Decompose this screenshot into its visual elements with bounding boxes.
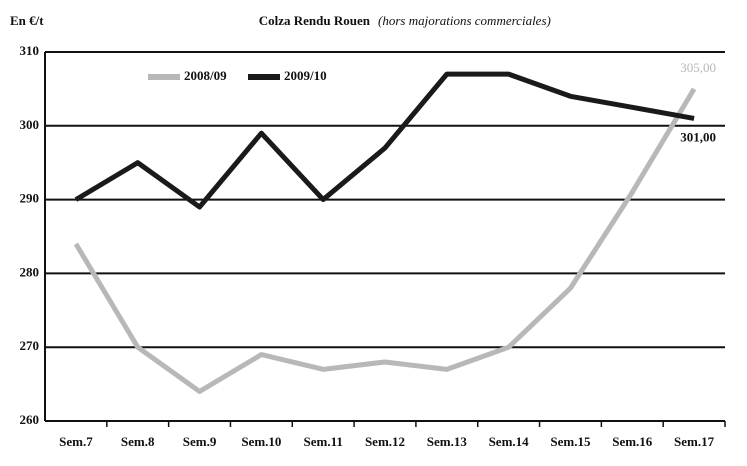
x-tick-label: Sem.11 (303, 434, 342, 449)
y-tick-label: 300 (20, 117, 40, 132)
y-axis-label: En €/t (10, 13, 44, 28)
y-tick-label: 290 (20, 191, 40, 206)
legend-label: 2009/10 (284, 68, 327, 83)
x-tick-label: Sem.17 (674, 434, 715, 449)
x-tick-label: Sem.8 (121, 434, 155, 449)
series-line (74, 71, 695, 210)
x-tick-label: Sem.15 (550, 434, 591, 449)
x-tick-label: Sem.9 (183, 434, 217, 449)
y-tick-label: 270 (20, 338, 40, 353)
data-label: 301,00 (680, 129, 716, 144)
data-label: 305,00 (680, 60, 716, 75)
y-tick-label: 260 (20, 412, 40, 427)
x-tick-label: Sem.7 (59, 434, 93, 449)
y-tick-label: 280 (20, 264, 40, 279)
legend-label: 2008/09 (184, 68, 227, 83)
chart-subtitle: (hors majorations commerciales) (378, 13, 551, 28)
x-tick-label: Sem.14 (489, 434, 530, 449)
y-tick-label: 310 (20, 43, 40, 58)
x-tick-label: Sem.13 (427, 434, 468, 449)
chart-title: Colza Rendu Rouen (259, 13, 371, 28)
x-tick-label: Sem.16 (612, 434, 653, 449)
x-tick-label: Sem.10 (241, 434, 281, 449)
x-tick-label: Sem.12 (365, 434, 405, 449)
series-line (73, 87, 697, 394)
